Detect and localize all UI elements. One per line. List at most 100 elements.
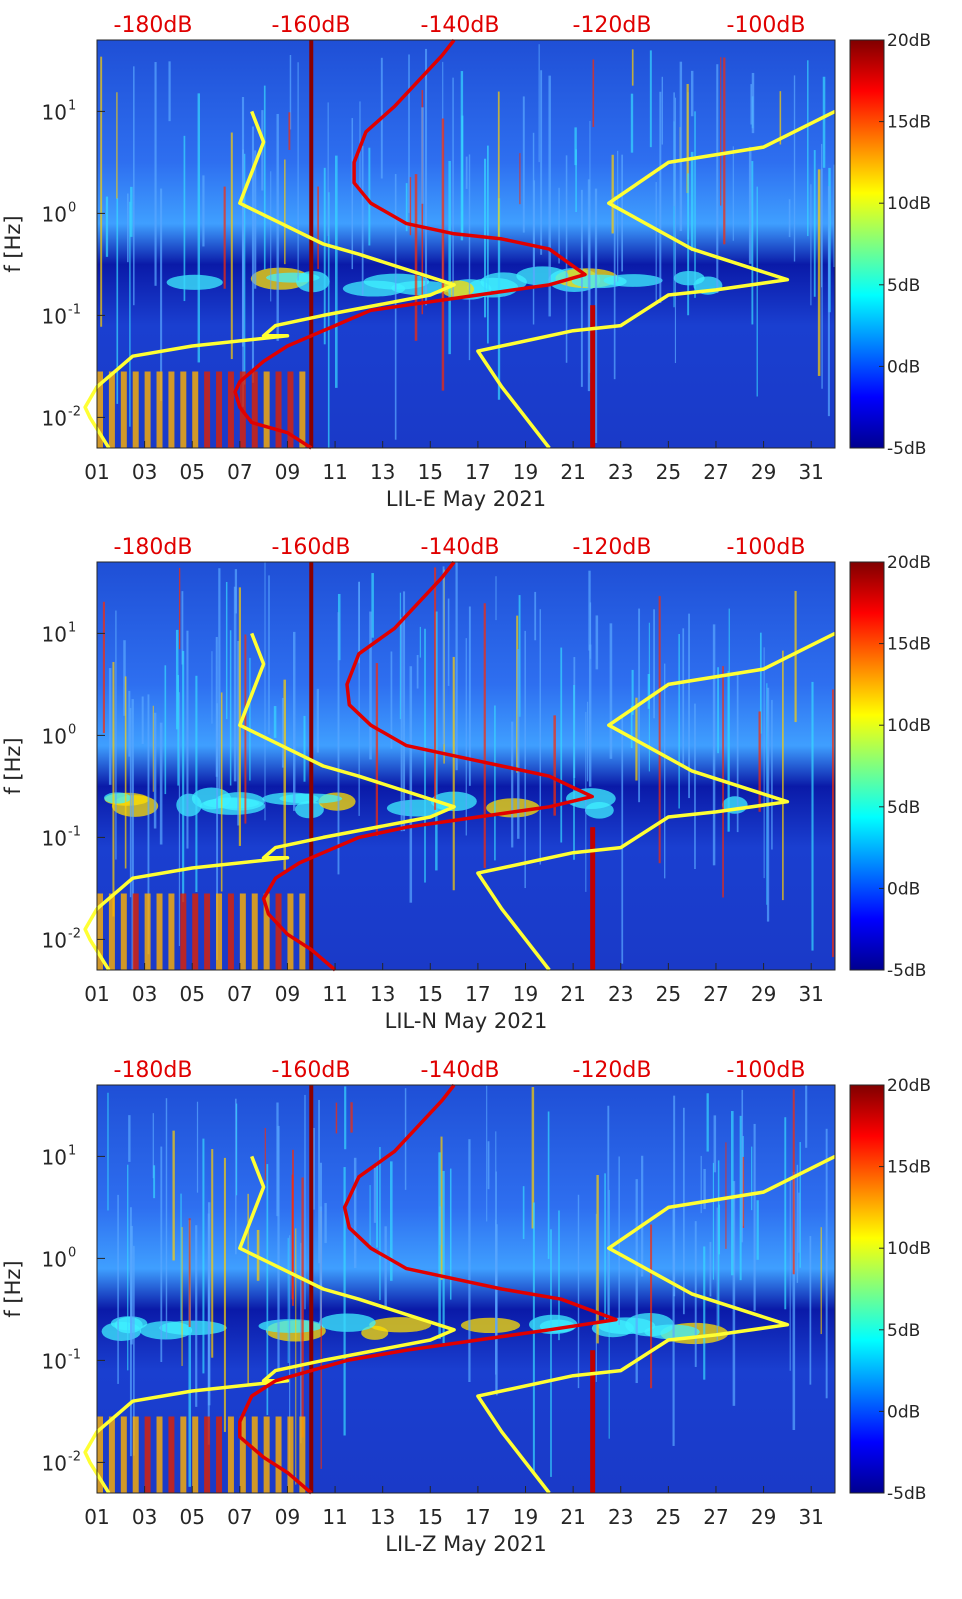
spectral-streak (236, 1103, 238, 1196)
spectral-streak (153, 1165, 156, 1199)
y-tick-exponent: -2 (68, 404, 81, 419)
spectral-streak (587, 701, 589, 782)
colorbar-tick-label: 5dB (887, 798, 920, 818)
spectral-streak (123, 640, 126, 716)
spectral-streak (595, 615, 599, 670)
x-tick-label: 25 (656, 460, 681, 484)
mean-psd-line (238, 1083, 618, 1495)
spectral-streak (320, 1211, 322, 1469)
low-freq-column (275, 1416, 282, 1493)
spectral-streak (180, 1193, 182, 1321)
y-tick-label: 10 (42, 1247, 67, 1271)
spectral-streak (441, 118, 445, 391)
spectral-streak (323, 167, 326, 345)
low-freq-column (156, 1416, 163, 1493)
spectral-streak (794, 590, 797, 723)
spectral-streak (373, 1167, 376, 1223)
spectral-streak (609, 623, 613, 759)
spectral-streak (495, 576, 497, 621)
low-freq-column (132, 1416, 139, 1493)
y-tick-label: 10 (42, 1451, 67, 1475)
spectral-streak (678, 634, 680, 809)
spectral-streak (390, 1161, 393, 1281)
x-tick-label: 17 (465, 1505, 490, 1529)
spectral-streak (805, 1085, 808, 1148)
spectral-streak (522, 96, 525, 233)
spectral-streak (596, 1175, 599, 1344)
colorbar-tick-label: 0dB (887, 879, 920, 899)
spectral-streak (379, 1147, 381, 1301)
y-tick-label: 10 (42, 1349, 67, 1373)
spectral-streak (186, 630, 189, 849)
spectral-streak (703, 1168, 706, 1210)
x-tick-label: 09 (275, 982, 300, 1006)
spectral-streak (468, 606, 471, 786)
y-tick-exponent: -1 (68, 824, 81, 839)
low-freq-column (108, 371, 115, 448)
x-tick-label: 15 (418, 982, 443, 1006)
y-tick-label: 10 (42, 826, 67, 850)
spectral-streak (809, 1236, 812, 1385)
spectral-streak (183, 135, 186, 302)
spectral-streak (175, 629, 179, 730)
spectral-streak (723, 57, 726, 245)
low-freq-column (180, 893, 187, 970)
x-tick-label: 29 (751, 460, 776, 484)
low-freq-column (263, 1416, 270, 1493)
low-freq-column (180, 371, 187, 448)
low-freq-column (180, 1416, 187, 1493)
x-tick-label: 25 (656, 982, 681, 1006)
spectral-streak (376, 1161, 378, 1248)
spectral-streak (448, 160, 451, 355)
spectral-streak (810, 184, 812, 306)
microseism-blob (319, 1313, 376, 1332)
spectral-streak (532, 1202, 535, 1473)
spectral-streak (152, 705, 154, 792)
x-tick-label: 19 (513, 982, 538, 1006)
low-freq-column (97, 893, 103, 970)
spectral-streak (589, 602, 592, 659)
spectral-streak (276, 113, 279, 341)
spectral-streak (129, 707, 132, 898)
low-noise-model-line (83, 1155, 456, 1494)
spectral-streak (353, 1157, 357, 1269)
event-column (590, 1350, 596, 1493)
colorbar-tick-label: 15dB (887, 635, 931, 655)
spectral-streak (220, 692, 223, 892)
spectral-streak (712, 624, 716, 866)
spectral-streak (540, 70, 543, 255)
colorbar-tick-label: 0dB (887, 357, 920, 377)
low-freq-column (120, 1416, 127, 1493)
spectral-streak (400, 617, 403, 832)
microseism-blob (460, 1317, 521, 1334)
spectral-streak (799, 1142, 801, 1268)
spectral-streak (553, 715, 556, 816)
low-freq-column (120, 371, 127, 448)
spectral-streak (343, 1167, 346, 1436)
spectral-streak (497, 91, 500, 237)
psd-scale-label: -140dB (421, 535, 500, 560)
low-freq-column (204, 371, 211, 448)
spectral-streak (635, 1179, 638, 1384)
y-tick-exponent: -2 (68, 926, 81, 941)
low-freq-column (144, 893, 151, 970)
spectral-streak (588, 644, 592, 787)
x-tick-label: 05 (179, 460, 204, 484)
spectral-streak (452, 77, 454, 298)
y-tick-exponent: 1 (68, 98, 76, 113)
spectral-streak (641, 1155, 644, 1277)
spectral-streak (798, 1192, 800, 1253)
spectral-streak (211, 1149, 214, 1358)
low-freq-column (251, 893, 258, 970)
spectral-streak (207, 1202, 211, 1406)
spectral-streak (732, 146, 734, 241)
spectral-streak (237, 640, 240, 826)
spectral-streak (449, 1168, 452, 1300)
spectral-streak (674, 97, 677, 364)
spectral-streak (263, 85, 266, 270)
spectral-streak (289, 1235, 291, 1476)
low-freq-column (275, 371, 282, 448)
x-tick-label: 23 (608, 460, 633, 484)
